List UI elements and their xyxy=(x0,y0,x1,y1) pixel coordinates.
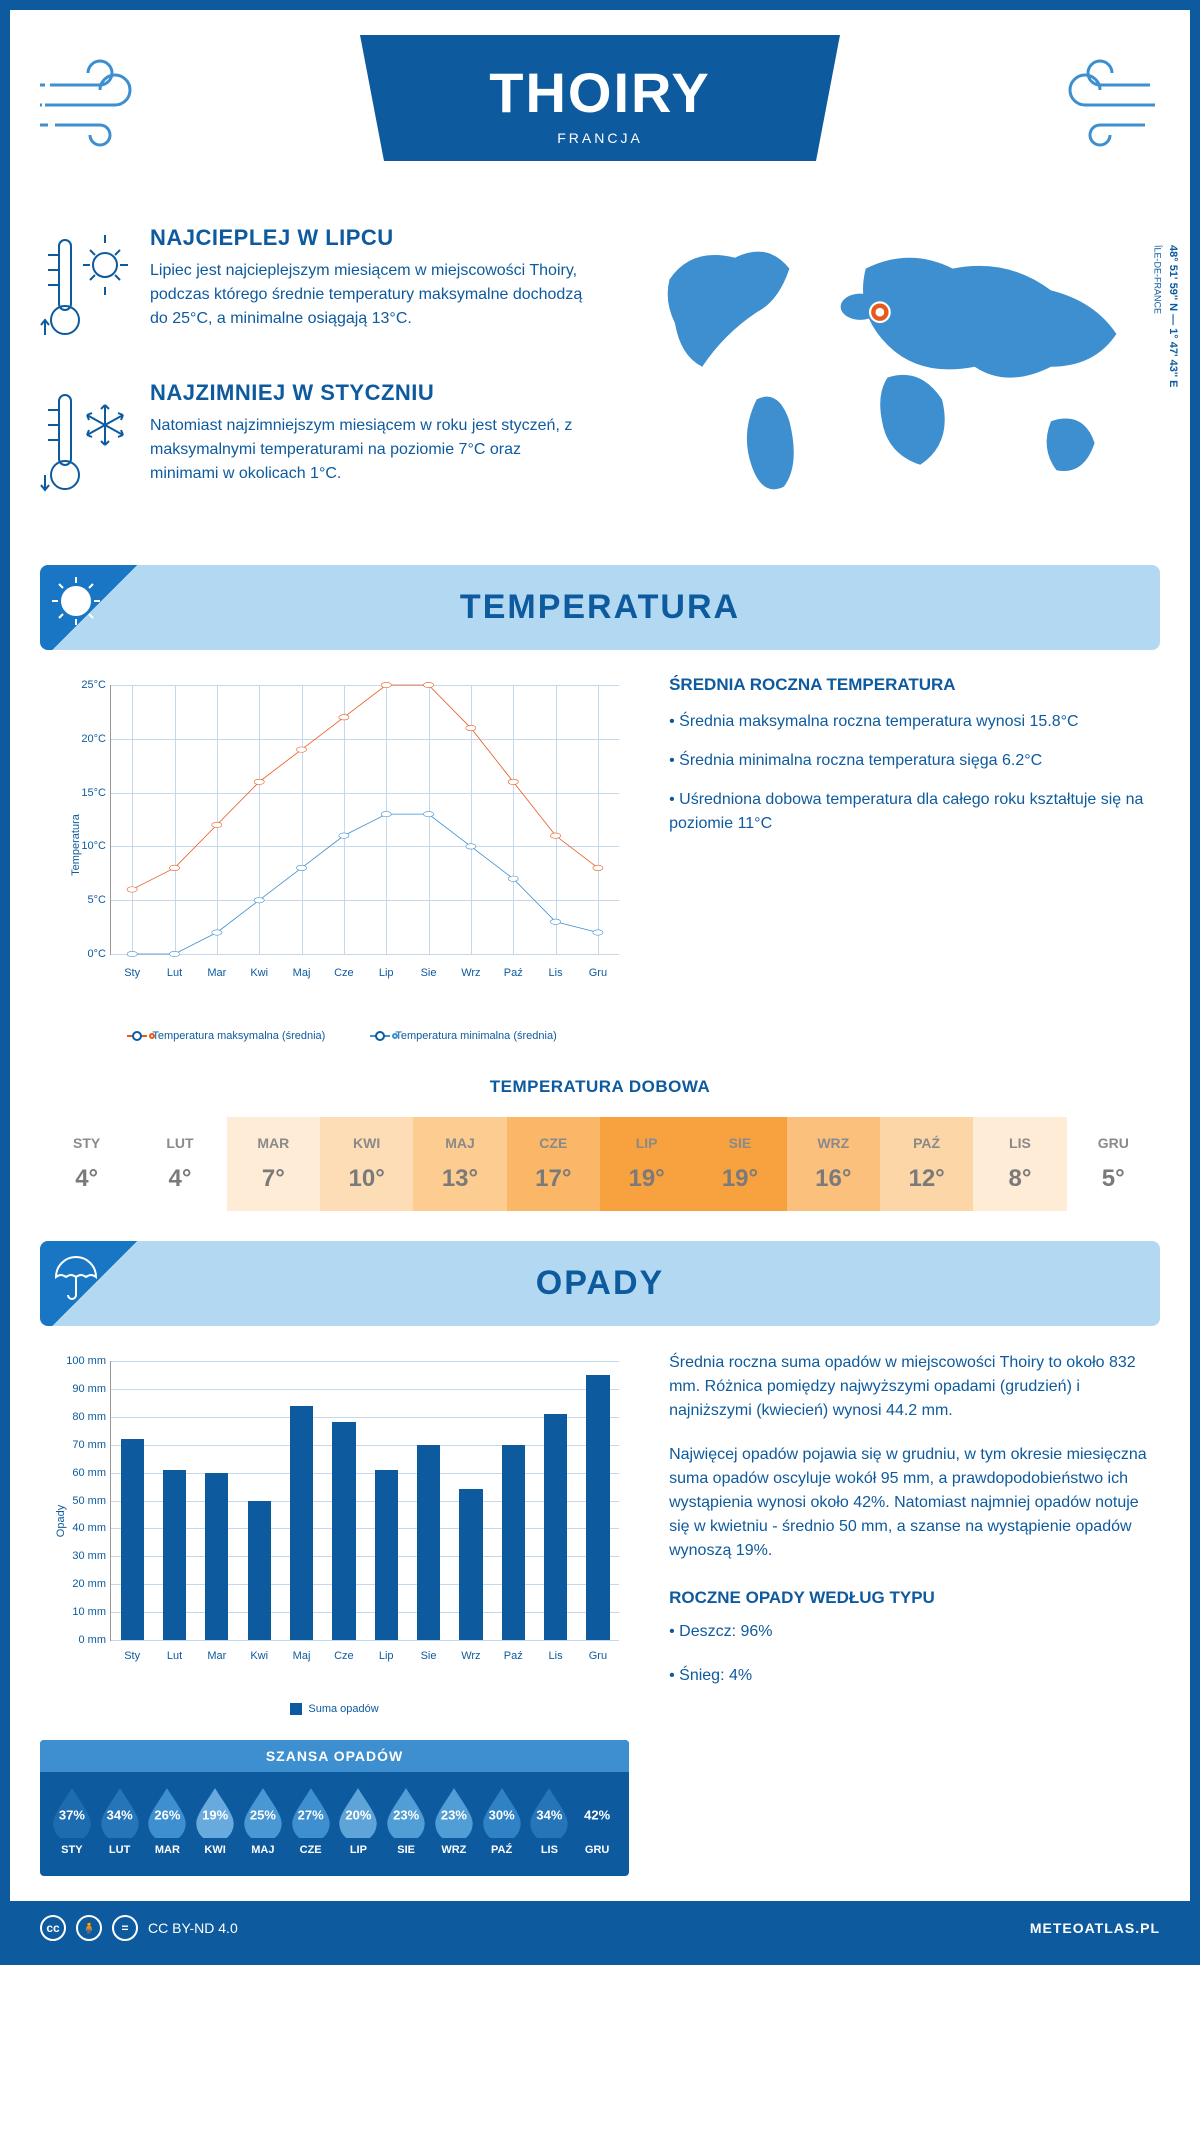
daily-temp-cell: SIE19° xyxy=(693,1117,786,1211)
coordinates: 48° 51' 59'' N — 1° 47' 43'' EÎLE-DE-FRA… xyxy=(1149,245,1180,388)
daily-temp-cell: GRU5° xyxy=(1067,1117,1160,1211)
daily-temp-cell: LUT4° xyxy=(133,1117,226,1211)
coldest-fact: NAJZIMNIEJ W STYCZNIU Natomiast najzimni… xyxy=(40,380,585,505)
precipitation-legend: Suma opadów xyxy=(40,1703,629,1715)
temperature-section-header: TEMPERATURA xyxy=(40,565,1160,650)
daily-temp-cell: MAR7° xyxy=(227,1117,320,1211)
thermometer-sun-icon xyxy=(40,225,130,350)
precipitation-section-header: OPADY xyxy=(40,1241,1160,1326)
warmest-text: Lipiec jest najcieplejszym miesiącem w m… xyxy=(150,259,585,331)
cc-icon: cc xyxy=(40,1915,66,1941)
nd-icon: = xyxy=(112,1915,138,1941)
by-icon: 🧍 xyxy=(76,1915,102,1941)
thermometer-snow-icon xyxy=(40,380,130,505)
title-banner: THOIRY FRANCJA xyxy=(360,35,840,161)
rain-chance-drop: 25%MAJ xyxy=(241,1786,285,1856)
temperature-line-chart: Temperatura 0°C5°C10°C15°C20°C25°CStyLut… xyxy=(40,675,629,1015)
daily-temp-table: STY4°LUT4°MAR7°KWI10°MAJ13°CZE17°LIP19°S… xyxy=(40,1117,1160,1211)
warmest-title: NAJCIEPLEJ W LIPCU xyxy=(150,225,585,251)
daily-temp-cell: LIS8° xyxy=(973,1117,1066,1211)
daily-temp-cell: CZE17° xyxy=(507,1117,600,1211)
rain-chance-drop: 23%SIE xyxy=(384,1786,428,1856)
coldest-text: Natomiast najzimniejszym miesiącem w rok… xyxy=(150,414,585,486)
precipitation-bar-chart: Opady 0 mm10 mm20 mm30 mm40 mm50 mm60 mm… xyxy=(40,1351,629,1691)
warmest-fact: NAJCIEPLEJ W LIPCU Lipiec jest najcieple… xyxy=(40,225,585,350)
wind-decoration-right xyxy=(1020,55,1160,160)
daily-temp-cell: STY4° xyxy=(40,1117,133,1211)
daily-temp-cell: KWI10° xyxy=(320,1117,413,1211)
license-text: CC BY-ND 4.0 xyxy=(148,1920,238,1936)
infographic-frame: THOIRY FRANCJA NAJCIEPLEJ W LIPCU Lipiec… xyxy=(0,0,1200,1965)
temperature-title: TEMPERATURA xyxy=(460,588,740,627)
temperature-legend: Temperatura maksymalna (średnia)Temperat… xyxy=(40,1030,629,1042)
daily-temp-cell: PAŹ12° xyxy=(880,1117,973,1211)
footer: cc 🧍 = CC BY-ND 4.0 METEOATLAS.PL xyxy=(10,1901,1190,1955)
precipitation-title: OPADY xyxy=(536,1264,664,1303)
rain-chance-drop: 20%LIP xyxy=(336,1786,380,1856)
precipitation-chance-box: SZANSA OPADÓW 37%STY34%LUT26%MAR19%KWI25… xyxy=(40,1740,629,1876)
coldest-title: NAJZIMNIEJ W STYCZNIU xyxy=(150,380,585,406)
daily-temp-cell: WRZ16° xyxy=(787,1117,880,1211)
rain-chance-drop: 37%STY xyxy=(50,1786,94,1856)
rain-chance-drop: 26%MAR xyxy=(145,1786,189,1856)
daily-temp-cell: LIP19° xyxy=(600,1117,693,1211)
summary-row: NAJCIEPLEJ W LIPCU Lipiec jest najcieple… xyxy=(40,225,1160,535)
daily-temp-cell: MAJ13° xyxy=(413,1117,506,1211)
sun-icon xyxy=(40,565,150,650)
rain-chance-drop: 19%KWI xyxy=(193,1786,237,1856)
city-name: THOIRY xyxy=(360,60,840,125)
header: THOIRY FRANCJA xyxy=(40,35,1160,215)
rain-chance-drop: 42%GRU xyxy=(575,1786,619,1856)
rain-chance-drop: 23%WRZ xyxy=(432,1786,476,1856)
rain-chance-drop: 27%CZE xyxy=(289,1786,333,1856)
umbrella-icon xyxy=(40,1241,150,1326)
daily-temp-title: TEMPERATURA DOBOWA xyxy=(40,1077,1160,1097)
precipitation-info: Średnia roczna suma opadów w miejscowośc… xyxy=(669,1351,1160,1876)
country-name: FRANCJA xyxy=(360,130,840,146)
rain-chance-drop: 30%PAŹ xyxy=(480,1786,524,1856)
rain-chance-drop: 34%LIS xyxy=(527,1786,571,1856)
rain-chance-drop: 34%LUT xyxy=(98,1786,142,1856)
site-name: METEOATLAS.PL xyxy=(1030,1920,1160,1936)
wind-decoration-left xyxy=(40,55,180,160)
world-map xyxy=(615,225,1160,508)
temperature-info: ŚREDNIA ROCZNA TEMPERATURA • Średnia mak… xyxy=(669,675,1160,1042)
